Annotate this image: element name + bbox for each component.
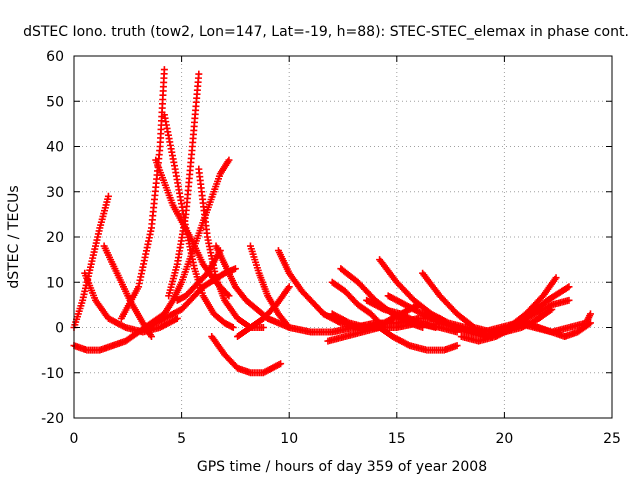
y-tick-label: 60 xyxy=(46,49,64,65)
data-point xyxy=(277,360,285,368)
data-point xyxy=(565,296,573,304)
series-14 xyxy=(246,242,315,336)
x-tick-label: 25 xyxy=(603,431,621,447)
data-point xyxy=(160,66,168,74)
x-tick-label: 5 xyxy=(177,431,186,447)
data-point xyxy=(552,274,560,282)
series-16 xyxy=(234,283,293,341)
series-22 xyxy=(328,278,388,331)
y-tick-label: -20 xyxy=(41,411,64,427)
data-point xyxy=(225,156,233,164)
data-point xyxy=(432,324,440,331)
series-8 xyxy=(165,70,203,300)
data-point xyxy=(380,324,388,331)
data-point xyxy=(229,324,237,331)
y-tick-label: 30 xyxy=(46,185,64,201)
series-30 xyxy=(522,319,594,341)
data-point xyxy=(585,320,593,328)
x-tick-label: 15 xyxy=(388,431,406,447)
data-point xyxy=(453,342,461,350)
data-point xyxy=(586,310,594,318)
data-point xyxy=(147,333,155,341)
data-point xyxy=(225,292,233,300)
data-point xyxy=(586,319,594,327)
series-11 xyxy=(143,265,239,331)
data-series xyxy=(70,66,594,377)
data-point xyxy=(173,314,181,322)
x-axis-title: GPS time / hours of day 359 of year 2008 xyxy=(197,459,487,475)
data-point xyxy=(285,283,293,291)
grid xyxy=(74,56,612,418)
data-point xyxy=(173,296,181,304)
chart-title: dSTEC Iono. truth (tow2, Lon=147, Lat=-1… xyxy=(23,24,629,40)
series-19 xyxy=(324,324,461,354)
y-tick-label: 20 xyxy=(46,230,64,246)
series-23 xyxy=(363,296,440,331)
series-13 xyxy=(208,333,285,377)
x-tick-label: 20 xyxy=(495,431,513,447)
data-point xyxy=(564,284,572,292)
data-point xyxy=(224,290,232,298)
y-tick-label: 10 xyxy=(46,275,64,291)
x-tick-label: 0 xyxy=(70,431,79,447)
series-15 xyxy=(274,247,328,318)
axis-ticks: 0 5 10 15 20 25 -20 -10 0 10 20 30 40 50 60 xyxy=(41,49,621,447)
series-31 xyxy=(496,296,573,336)
data-point xyxy=(231,265,239,273)
y-tick-label: -10 xyxy=(41,366,64,382)
y-tick-label: 40 xyxy=(46,140,64,156)
y-axis-title: dSTEC / TECUs xyxy=(6,185,22,288)
data-point xyxy=(259,324,267,331)
y-tick-label: 50 xyxy=(46,94,64,110)
series-3 xyxy=(160,111,237,331)
x-tick-label: 10 xyxy=(280,431,298,447)
data-point xyxy=(165,292,173,300)
data-point xyxy=(565,283,573,291)
data-point xyxy=(379,322,387,330)
y-tick-label: 0 xyxy=(55,321,64,337)
series-2 xyxy=(117,66,168,322)
